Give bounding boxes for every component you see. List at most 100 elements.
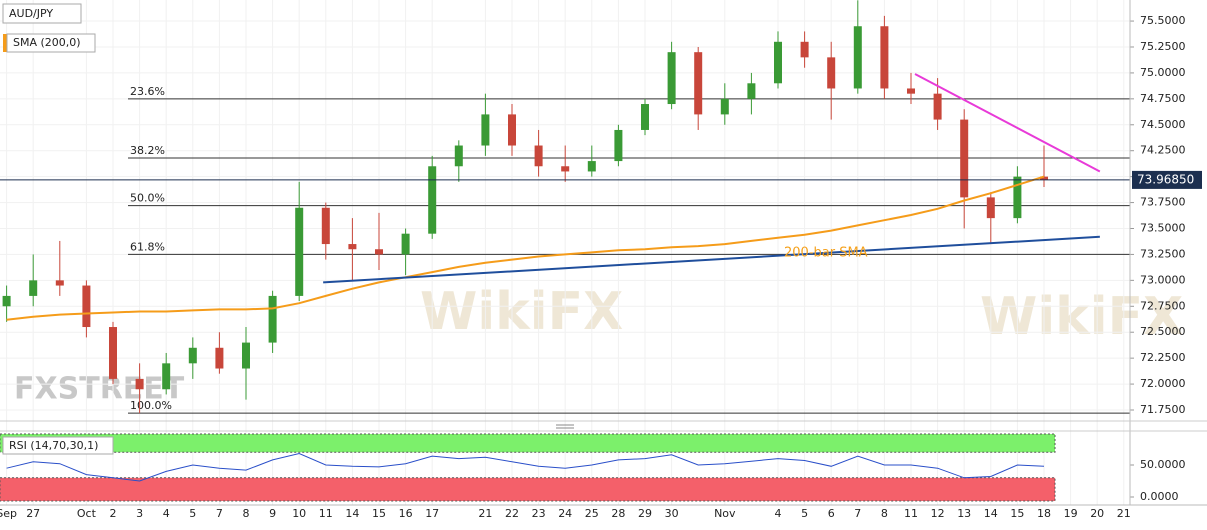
- x-tick-label: 22: [505, 507, 519, 520]
- x-tick-label: 24: [558, 507, 572, 520]
- candle-body: [268, 295, 277, 343]
- annotation: 200-bar SMA: [784, 245, 868, 260]
- fib-label: 38.2%: [130, 144, 165, 157]
- x-tick-label: 25: [585, 507, 599, 520]
- x-tick-label: 7: [216, 507, 223, 520]
- y-tick-label: 74.7500: [1140, 92, 1186, 105]
- x-tick-label: 29: [638, 507, 652, 520]
- sma-line: [6, 175, 1045, 321]
- candle-body: [800, 41, 809, 58]
- x-tick-label: 21: [478, 507, 492, 520]
- candle-body: [853, 26, 862, 89]
- x-tick-label: 2: [110, 507, 117, 520]
- candle-body: [242, 342, 250, 369]
- legend-swatch: [3, 34, 7, 52]
- x-tick-label: 28: [611, 507, 625, 520]
- candle-body: [55, 280, 64, 286]
- x-tick-label: 11: [319, 507, 333, 520]
- x-tick-label: 7: [854, 507, 861, 520]
- candle-body: [880, 26, 889, 89]
- candle-body: [561, 166, 570, 172]
- candle-body: [827, 57, 836, 89]
- resize-handle[interactable]: [556, 424, 574, 429]
- x-tick-label: 20: [1090, 507, 1104, 520]
- rsi-oversold-zone: [0, 477, 1056, 502]
- x-tick-label: 4: [163, 507, 170, 520]
- x-tick-label: 23: [532, 507, 546, 520]
- x-tick-label: 30: [665, 507, 679, 520]
- x-tick-label: Oct: [77, 507, 97, 520]
- candle-body: [135, 378, 144, 390]
- x-tick-label: 17: [425, 507, 439, 520]
- legend-rsi: RSI (14,70,30,1): [9, 439, 98, 452]
- x-tick-label: 10: [292, 507, 306, 520]
- y-tick-label: 72.5000: [1140, 325, 1186, 338]
- y-tick-label: 74.2500: [1140, 144, 1186, 157]
- x-tick-label: Nov: [714, 507, 736, 520]
- candle-body: [774, 41, 782, 84]
- candle-body: [960, 119, 969, 198]
- candle-body: [747, 83, 756, 99]
- y-tick-label: 74.5000: [1140, 118, 1186, 131]
- rsi-line: [6, 452, 1045, 482]
- x-tick-label: 11: [904, 507, 918, 520]
- candle-body: [188, 347, 197, 364]
- x-tick-label: 6: [828, 507, 835, 520]
- candle-body: [508, 114, 516, 146]
- x-tick-label: 12: [931, 507, 945, 520]
- x-tick-label: 15: [1010, 507, 1024, 520]
- x-tick-label: 19: [1064, 507, 1078, 520]
- y-tick-label: 75.5000: [1140, 14, 1186, 27]
- candle-body: [614, 129, 623, 162]
- y-tick-label: 72.7500: [1140, 299, 1186, 312]
- candle-body: [1013, 176, 1022, 219]
- y-tick-label: 71.7500: [1140, 403, 1186, 416]
- legend-box: [6, 33, 96, 53]
- candle-body: [375, 249, 383, 255]
- x-tick-label: 3: [136, 507, 143, 520]
- candle-body: [401, 233, 410, 255]
- candle-body: [534, 145, 543, 167]
- x-tick-label: 14: [345, 507, 359, 520]
- candle-body: [2, 295, 11, 307]
- plot: 23.6% 38.2% 50.0% 61.8% 100.0% 200-bar SMA 73.…: [0, 0, 1202, 502]
- rsi-tick-label: 0.0000: [1140, 490, 1179, 503]
- x-tick-label: 5: [801, 507, 808, 520]
- legend-box: [2, 3, 82, 24]
- candle-body: [907, 88, 915, 94]
- candle-body: [29, 280, 38, 296]
- y-tick-label: 72.2500: [1140, 351, 1186, 364]
- y-tick-label: 72.0000: [1140, 377, 1186, 390]
- legend-sma: SMA (200,0): [13, 36, 81, 49]
- candle-body: [933, 93, 942, 120]
- candle-body: [641, 104, 649, 130]
- rsi-tick-label: 50.0000: [1140, 458, 1186, 471]
- y-tick-label: 75.2500: [1140, 40, 1186, 53]
- rsi-overbought-zone: [0, 433, 1056, 453]
- x-tick-label: 13: [957, 507, 971, 520]
- watermark: WikiFX: [420, 282, 623, 342]
- fib-label: 61.8%: [130, 240, 165, 253]
- legend: AUD/JPY SMA (200,0) RSI (14,70,30,1): [2, 3, 114, 455]
- candle-body: [454, 145, 463, 167]
- x-tick-label: 5: [189, 507, 196, 520]
- x-tick-label: 16: [399, 507, 413, 520]
- y-tick-label: 75.0000: [1140, 66, 1186, 79]
- x-tick-label: 18: [1037, 507, 1051, 520]
- candle-body: [321, 207, 330, 245]
- trendline: [323, 235, 1100, 284]
- candle-body: [162, 363, 171, 390]
- x-tick-label: 9: [269, 507, 276, 520]
- fib-label: 23.6%: [130, 85, 165, 98]
- candle-body: [215, 347, 224, 369]
- candle-body: [481, 114, 490, 146]
- candle-body: [587, 161, 596, 172]
- trendline: [914, 73, 1101, 173]
- watermark: FXSTREET: [14, 372, 185, 407]
- y-tick-label: 73.5000: [1140, 221, 1186, 234]
- x-tick-label: 27: [26, 507, 40, 520]
- y-tick-label: 73.7500: [1140, 196, 1186, 209]
- x-tick-label: 4: [775, 507, 782, 520]
- fib-label: 50.0%: [130, 192, 165, 205]
